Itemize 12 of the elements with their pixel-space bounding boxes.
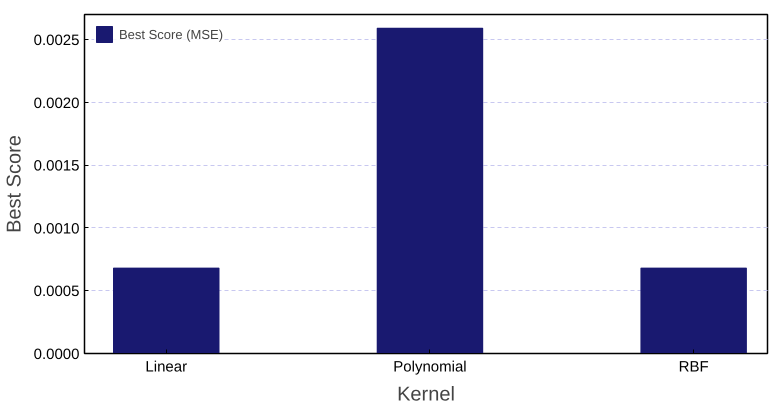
y-tick-label: 0.0010 (34, 220, 80, 238)
y-tick-label: 0.0000 (34, 346, 80, 363)
y-tick-label: 0.0025 (34, 32, 80, 50)
legend-label: Best Score (MSE) (119, 26, 224, 42)
y-tick-label: 0.0020 (34, 94, 80, 112)
x-tick-label: Polynomial (393, 358, 467, 376)
y-tick-label: 0.0005 (34, 283, 80, 300)
y-tick-label: 0.0015 (34, 158, 80, 175)
x-axis-title: Kernel (397, 384, 455, 406)
y-axis-title: Best Score (4, 135, 26, 233)
x-tick-label: RBF (678, 358, 709, 376)
x-tick-label: Linear (145, 358, 188, 376)
